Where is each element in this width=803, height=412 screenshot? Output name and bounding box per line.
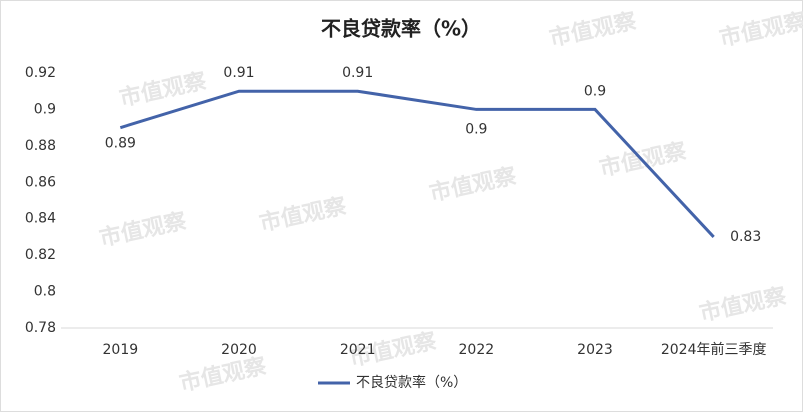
y-tick-label: 0.92 [25,65,56,81]
y-tick-label: 0.86 [25,174,56,190]
y-tick-label: 0.78 [25,320,56,336]
y-tick-label: 0.82 [25,247,56,263]
chart-title: 不良贷款率（%） [321,17,481,41]
x-tick-label: 2022 [459,342,495,358]
legend-label: 不良贷款率（%） [356,374,467,391]
data-label: 0.91 [223,65,254,81]
y-tick-label: 0.88 [25,138,56,154]
y-tick-label: 0.8 [34,284,56,300]
data-label: 0.91 [342,65,373,81]
y-tick-label: 0.84 [25,211,56,227]
data-label: 0.89 [105,136,136,152]
x-tick-label: 2024年前三季度 [661,341,767,358]
data-label: 0.83 [730,229,761,245]
x-tick-label: 2021 [340,342,376,358]
x-tick-label: 2023 [577,342,613,358]
x-tick-label: 2020 [221,342,257,358]
line [119,89,715,238]
x-tick-label: 2019 [103,342,139,358]
y-tick-label: 0.9 [34,101,56,117]
data-label: 0.9 [465,121,487,137]
data-label: 0.9 [584,83,606,99]
